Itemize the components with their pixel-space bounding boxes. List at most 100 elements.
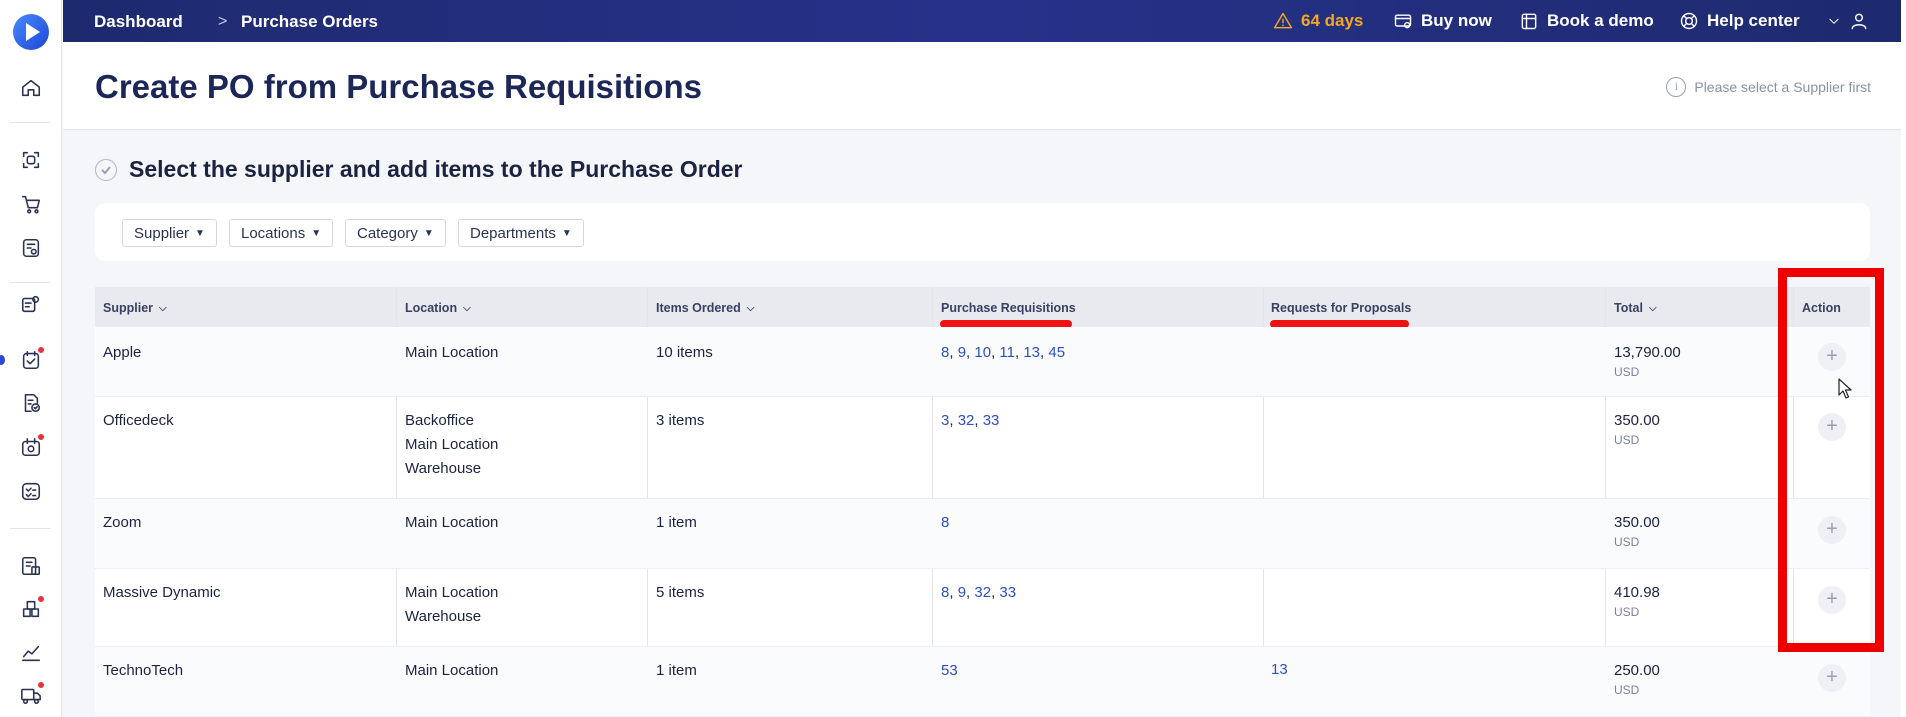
requisition-icon[interactable] (19, 236, 43, 260)
requisition-link[interactable]: 11 (999, 344, 1015, 361)
total: 250.00 USD (1614, 659, 1660, 697)
budget-icon[interactable] (19, 554, 43, 578)
total: 410.98 USD (1614, 581, 1660, 619)
checklist-icon[interactable] (19, 479, 43, 503)
inventory-icon[interactable] (19, 595, 45, 621)
currency: USD (1614, 683, 1640, 697)
action-column-highlight (1778, 268, 1884, 652)
filter-locations-label: Locations (241, 224, 306, 242)
book-demo-button[interactable]: Book a demo (1519, 0, 1654, 42)
buy-now-button[interactable]: Buy now (1393, 0, 1492, 42)
filter-category[interactable]: Category ▼ (345, 219, 446, 247)
annotation-underline (1270, 320, 1409, 328)
column-header-supplier[interactable]: Supplier ⌵ (103, 287, 167, 327)
add-to-po-button[interactable]: + (1818, 343, 1846, 371)
proposal-links: 13 (1271, 658, 1288, 682)
caret-down-icon: ▼ (423, 227, 434, 239)
location: Main Location (405, 514, 499, 531)
table-row[interactable]: Massive Dynamic Main Location Warehouse … (95, 569, 1870, 647)
breadcrumb-dashboard[interactable]: Dashboard (94, 12, 183, 31)
column-header-total[interactable]: Total ⌵ (1614, 287, 1657, 327)
items-ordered: 10 items (656, 344, 713, 361)
proposal-link[interactable]: 13 (1271, 661, 1288, 678)
supplier-hint-text: Please select a Supplier first (1694, 79, 1871, 95)
add-to-po-button[interactable]: + (1818, 664, 1846, 692)
add-to-po-button[interactable]: + (1818, 413, 1846, 441)
sidebar (0, 0, 62, 717)
trial-days-label: 64 days (1301, 11, 1364, 30)
notification-badge (37, 433, 45, 441)
location: Main Location (405, 662, 499, 679)
top-navigation-bar: Dashboard > Purchase Orders 64 days Buy … (63, 0, 1901, 42)
buy-now-label: Buy now (1421, 11, 1492, 30)
total: 350.00 USD (1614, 409, 1660, 447)
requisition-link[interactable]: 8 (941, 514, 950, 531)
requisition-links: 3, 32, 33 (941, 412, 1000, 429)
requisition-link[interactable]: 9 (957, 344, 967, 361)
calendar-icon (1521, 13, 1537, 30)
add-to-po-button[interactable]: + (1818, 586, 1846, 614)
breadcrumb-purchase-orders[interactable]: Purchase Orders (241, 12, 379, 31)
card-icon (1394, 14, 1412, 29)
requisition-link[interactable]: 8 (941, 584, 950, 601)
requisition-link[interactable]: 32 (974, 584, 992, 601)
location: Warehouse (405, 608, 482, 625)
items-ordered: 3 items (656, 412, 705, 429)
purchase-order-icon[interactable] (19, 346, 45, 372)
suppliers-table: Supplier ⌵ Location ⌵ Items Ordered ⌵ Purch… (95, 287, 1870, 717)
help-center-label: Help center (1707, 11, 1800, 30)
requisition-link[interactable]: 10 (974, 344, 992, 361)
trial-days-indicator[interactable]: 64 days (1273, 0, 1363, 42)
items-ordered: 1 item (656, 514, 697, 531)
chart-icon[interactable] (19, 641, 43, 665)
requisition-link[interactable]: 53 (941, 662, 958, 679)
total-amount: 250.00 (1614, 662, 1660, 679)
account-menu[interactable] (1827, 0, 1869, 42)
chevron-down-icon: ⌵ (1648, 303, 1657, 314)
column-header-location[interactable]: Location ⌵ (405, 287, 471, 327)
table-row[interactable]: Zoom Main Location 1 item 8 350.00 USD + (95, 499, 1870, 569)
annotation-underline (940, 320, 1072, 328)
items-ordered: 5 items (656, 584, 705, 601)
app-logo[interactable] (13, 14, 49, 50)
requisition-link[interactable]: 9 (957, 584, 967, 601)
requisition-link[interactable]: 45 (1048, 344, 1066, 361)
currency: USD (1614, 433, 1640, 447)
supplier-hint: i Please select a Supplier first (1666, 77, 1871, 97)
column-header-location-label: Location (405, 301, 458, 315)
filter-locations[interactable]: Locations ▼ (229, 219, 334, 247)
requisition-link[interactable]: 13 (1023, 344, 1041, 361)
table-row[interactable]: TechnoTech Main Location 1 item 53 13 25… (95, 647, 1870, 717)
add-to-po-button[interactable]: + (1818, 516, 1846, 544)
column-header-total-label: Total (1614, 301, 1643, 315)
notification-badge (37, 595, 45, 603)
total-amount: 350.00 (1614, 412, 1660, 429)
users-list-icon[interactable] (19, 292, 43, 316)
table-row[interactable]: Apple Main Location 10 items 8, 9, 10, 1… (95, 327, 1870, 397)
section-title: Select the supplier and add items to the… (95, 156, 743, 183)
supplier-name: Officedeck (103, 412, 174, 429)
mouse-cursor-icon (1838, 378, 1852, 399)
book-demo-label: Book a demo (1547, 11, 1654, 30)
requisition-link[interactable]: 3 (941, 412, 950, 429)
requisition-link[interactable]: 33 (999, 584, 1017, 601)
table-row[interactable]: Officedeck Backoffice Main Location Ware… (95, 397, 1870, 499)
requisition-link[interactable]: 8 (941, 344, 950, 361)
column-header-supplier-label: Supplier (103, 301, 154, 315)
filter-supplier[interactable]: Supplier ▼ (122, 219, 217, 247)
invoice-check-icon[interactable] (19, 391, 43, 415)
help-center-button[interactable]: Help center (1679, 0, 1800, 42)
delivery-icon[interactable] (19, 681, 45, 707)
total-amount: 410.98 (1614, 584, 1660, 601)
cart-icon[interactable] (19, 192, 43, 216)
scan-icon[interactable] (19, 148, 43, 172)
requisition-link[interactable]: 33 (982, 412, 1000, 429)
home-icon[interactable] (19, 76, 43, 100)
requisition-link[interactable]: 32 (957, 412, 975, 429)
filter-departments[interactable]: Departments ▼ (458, 219, 584, 247)
column-header-items[interactable]: Items Ordered ⌵ (656, 287, 754, 327)
total-amount: 13,790.00 (1614, 344, 1681, 361)
filter-bar: Supplier ▼ Locations ▼ Category ▼ Departmen… (95, 203, 1870, 261)
receipt-icon[interactable] (19, 433, 45, 459)
supplier-name: Massive Dynamic (103, 584, 221, 601)
